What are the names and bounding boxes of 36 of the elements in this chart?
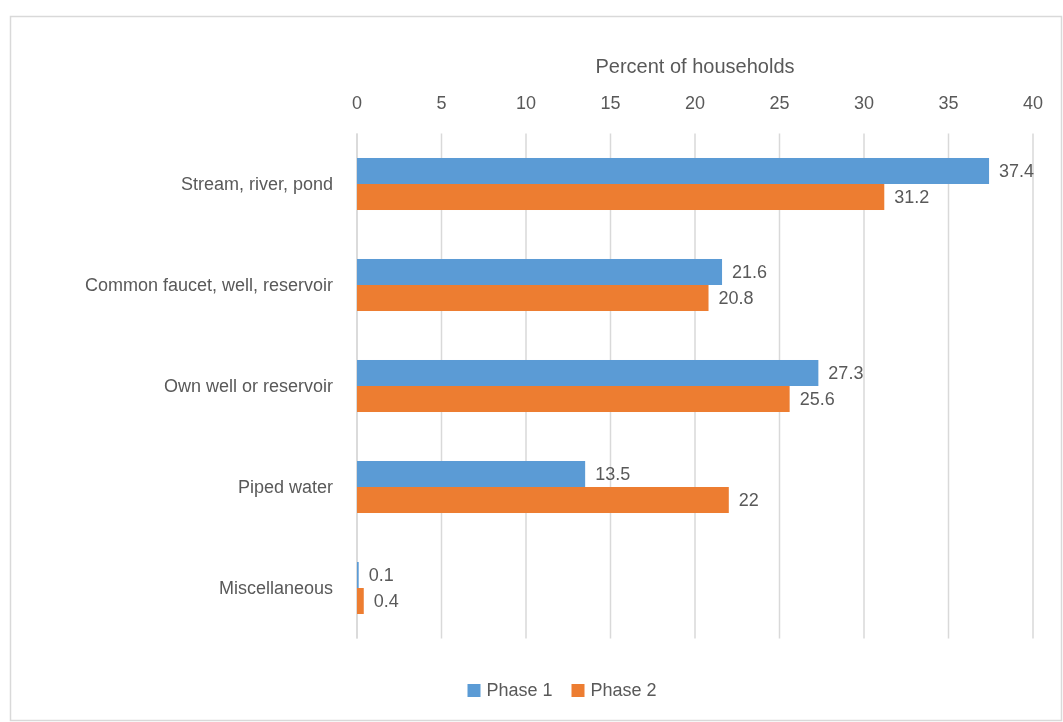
- x-tick-label: 30: [853, 93, 875, 114]
- y-tick-label: Stream, river, pond: [180, 174, 333, 195]
- legend-label: Phase 1: [486, 680, 553, 701]
- x-tick-label: 15: [600, 93, 621, 114]
- bar: [357, 258, 723, 285]
- bar: [357, 460, 586, 487]
- bar: [357, 184, 885, 211]
- y-tick-label: Own well or reservoir: [163, 376, 333, 397]
- data-label: 20.8: [718, 288, 754, 309]
- data-label: 21.6: [732, 262, 768, 283]
- y-tick-label: Common faucet, well, reservoir: [84, 275, 333, 296]
- data-label: 0.4: [373, 591, 399, 612]
- x-tick-label: 10: [515, 93, 537, 114]
- data-label: 27.3: [828, 363, 864, 384]
- data-label: 37.4: [999, 161, 1035, 182]
- x-axis-title: Percent of households: [595, 55, 795, 77]
- x-tick-label: 40: [1022, 93, 1044, 114]
- data-label: 31.2: [894, 187, 930, 208]
- x-tick-label: 0: [351, 93, 363, 114]
- y-tick-label: Piped water: [237, 477, 333, 498]
- legend-label: Phase 2: [590, 680, 657, 701]
- bar: [357, 157, 990, 184]
- x-tick-label: 5: [436, 93, 447, 114]
- data-label: 25.6: [799, 389, 835, 410]
- data-label: 13.5: [595, 464, 631, 485]
- bar: [357, 588, 364, 615]
- x-tick-label: 20: [684, 93, 706, 114]
- bar: [357, 487, 729, 514]
- y-tick-label: Miscellaneous: [218, 578, 333, 599]
- bar: [357, 285, 709, 312]
- x-tick-label: 25: [769, 93, 790, 114]
- data-label: 22: [738, 490, 759, 511]
- data-label: 0.1: [368, 565, 394, 586]
- bar: [357, 386, 790, 413]
- bar: [357, 359, 819, 386]
- x-tick-label: 35: [938, 93, 959, 114]
